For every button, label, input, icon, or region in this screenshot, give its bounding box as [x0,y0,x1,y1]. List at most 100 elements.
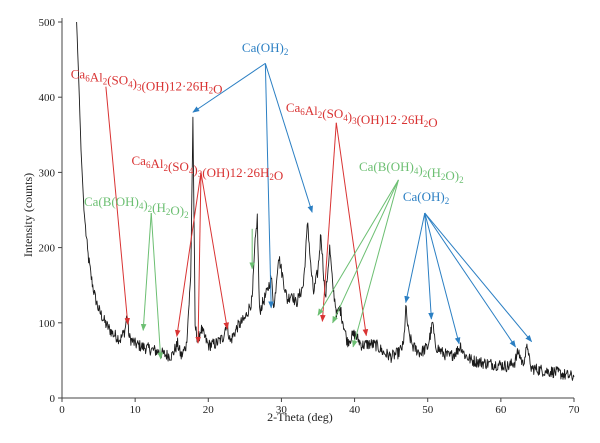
annotation-label-part: 2 [184,210,189,220]
y-tick-label: 0 [50,393,56,405]
peak-annotation: Ca6Al2(SO4)3(OH)12·26H2O [286,100,438,337]
annotation-label-part: 4 [139,201,144,211]
annotation-label-part: 6 [300,107,305,117]
annotation-label-part: (OH)12·26H [142,78,209,93]
annotation-arrow [424,212,516,348]
x-tick-label: 10 [130,404,142,416]
annotation-label-part: 4 [128,79,133,89]
annotation-label: Ca(B(OH)4)2(H2O)2 [84,194,189,220]
annotation-label-part: 2 [163,163,168,173]
annotation-arrow [195,172,202,344]
peak-annotation: Ca(B(OH)4)2(H2O)2 [317,159,464,348]
annotation-label-part: 2 [166,207,171,217]
annotation-label-part: (OH)12·26H [357,112,424,127]
annotation-label: Ca(OH)2 [242,40,288,57]
annotation-label-part: Al [305,103,318,118]
annotation-arrow [332,179,399,324]
x-tick-label: 50 [422,404,434,416]
annotation-label-part: 2 [441,172,446,182]
y-tick-label: 100 [39,318,56,330]
annotation-label-part: 2 [445,196,450,206]
annotation-arrow [335,122,369,337]
x-axis-title: 2-Theta (deg) [267,410,333,424]
peak-annotation: Ca6Al2(SO4)3(OH)12·26H2O [71,66,223,326]
peak-annotation: Ca(OH)2 [403,189,533,348]
annotation-label-part: (SO [168,159,189,174]
annotation-label-part: 6 [146,160,151,170]
x-tick-label: 20 [203,404,215,416]
peak-annotation: Ca(B(OH)4)2(H2O)2 [84,194,189,360]
annotation-label-part: 6 [85,73,90,83]
annotation-label-part: (SO [107,72,128,87]
y-tick-label: 500 [39,17,56,29]
annotation-label-part: 2 [318,110,323,120]
annotation-arrow [105,86,131,326]
annotation-label-part: 3 [198,169,203,179]
annotation-label: Ca6Al2(SO4)3(OH)12·26H2O [286,100,438,130]
annotation-arrow [424,212,533,343]
annotation-label-part: 2 [269,172,274,182]
annotation-label: Ca6Al2(SO4)3(OH)12·26H2O [131,153,283,183]
annotation-arrow [352,179,399,348]
annotation-label-part: Al [90,69,103,84]
annotation-label-part: Ca [286,100,301,115]
annotation-arrow [140,212,152,332]
annotation-label-part: O [274,168,283,183]
annotation-arrow [317,179,399,316]
annotation-label-part: (SO [322,106,343,121]
annotation-label-part: Al [150,156,163,171]
annotation-label-part: ) [348,109,352,124]
x-tick-label: 60 [495,404,507,416]
annotation-label-part: 2 [103,76,108,86]
annotation-label-part: O) [445,168,459,183]
annotation-label-part: O) [170,203,184,218]
annotation-label: Ca6Al2(SO4)3(OH)12·26H2O [71,66,223,96]
y-axis-title: Intensity (counts) [21,173,35,257]
annotation-arrow [264,63,274,309]
annotation-label-part: Ca [71,66,86,81]
annotation-arrow [150,212,164,360]
annotation-label-part: 4 [343,113,348,123]
peak-annotation: Ca(OH)2 [192,40,313,309]
annotation-arrow [424,212,461,345]
annotation-label: Ca(B(OH)4)2(H2O)2 [359,159,464,185]
annotation-label-part: 4 [189,166,194,176]
peak-annotation: Ca6Al2(SO4)3(OH)12·26H2O [131,153,283,344]
annotation-arrow [404,212,426,304]
x-tick-label: 0 [59,404,65,416]
y-tick-label: 300 [39,167,56,179]
annotation-label-part: O [213,81,222,96]
annotation-label-part: 2 [284,47,289,57]
annotation-label-part: (H [152,200,166,215]
annotation-label-part: 2 [459,175,464,185]
annotation-label-part: Ca(OH) [242,40,284,55]
x-axis: 0 10 20 30 40 50 60 70 [59,397,581,416]
annotation-arrow [174,172,202,338]
annotations: Ca6Al2(SO4)3(OH)12·26H2OCa(OH)2Ca6Al2(SO… [71,40,533,360]
annotation-arrow [200,172,230,330]
annotation-label-part: 2 [209,85,214,95]
annotation-label-part: 3 [352,116,357,126]
annotation-label-part: 3 [137,82,142,92]
annotation-label-part: 2 [148,204,153,214]
annotation-label-part: 4 [414,166,419,176]
annotation-label-part: Ca(B(OH) [359,159,414,174]
annotation-label-part: Ca [131,153,146,168]
x-tick-label: 40 [349,404,361,416]
annotation-label: Ca(OH)2 [403,189,449,206]
annotation-label-part: ) [143,197,147,212]
annotation-label-part: 2 [423,169,428,179]
x-tick-label: 30 [276,404,288,416]
x-tick-label: 70 [569,404,581,416]
annotation-label-part: O [428,115,437,130]
annotation-arrow [192,62,266,113]
annotation-label-part: Ca(B(OH) [84,194,139,209]
annotation-label-part: ) [133,75,137,90]
annotation-label-part: (H [427,165,441,180]
y-axis: 0 100 200 300 400 500 [39,17,63,405]
annotation-label-part: ) [418,162,422,177]
annotation-label-part: Ca(OH) [403,189,445,204]
annotation-arrow [264,63,313,213]
y-tick-label: 200 [39,243,56,255]
annotation-label-part: 2 [424,119,429,129]
